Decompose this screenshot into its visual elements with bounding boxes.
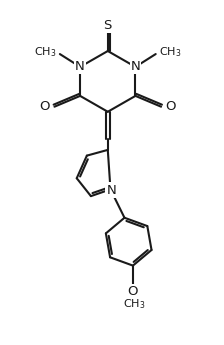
Text: N: N: [75, 60, 85, 73]
Text: S: S: [103, 19, 112, 31]
Text: CH$_3$: CH$_3$: [34, 45, 56, 59]
Text: CH$_3$: CH$_3$: [159, 45, 182, 59]
Text: N: N: [106, 184, 116, 197]
Text: O: O: [40, 99, 50, 112]
Text: O: O: [128, 285, 138, 298]
Text: CH$_3$: CH$_3$: [123, 297, 146, 310]
Text: N: N: [131, 60, 140, 73]
Text: O: O: [166, 99, 176, 112]
